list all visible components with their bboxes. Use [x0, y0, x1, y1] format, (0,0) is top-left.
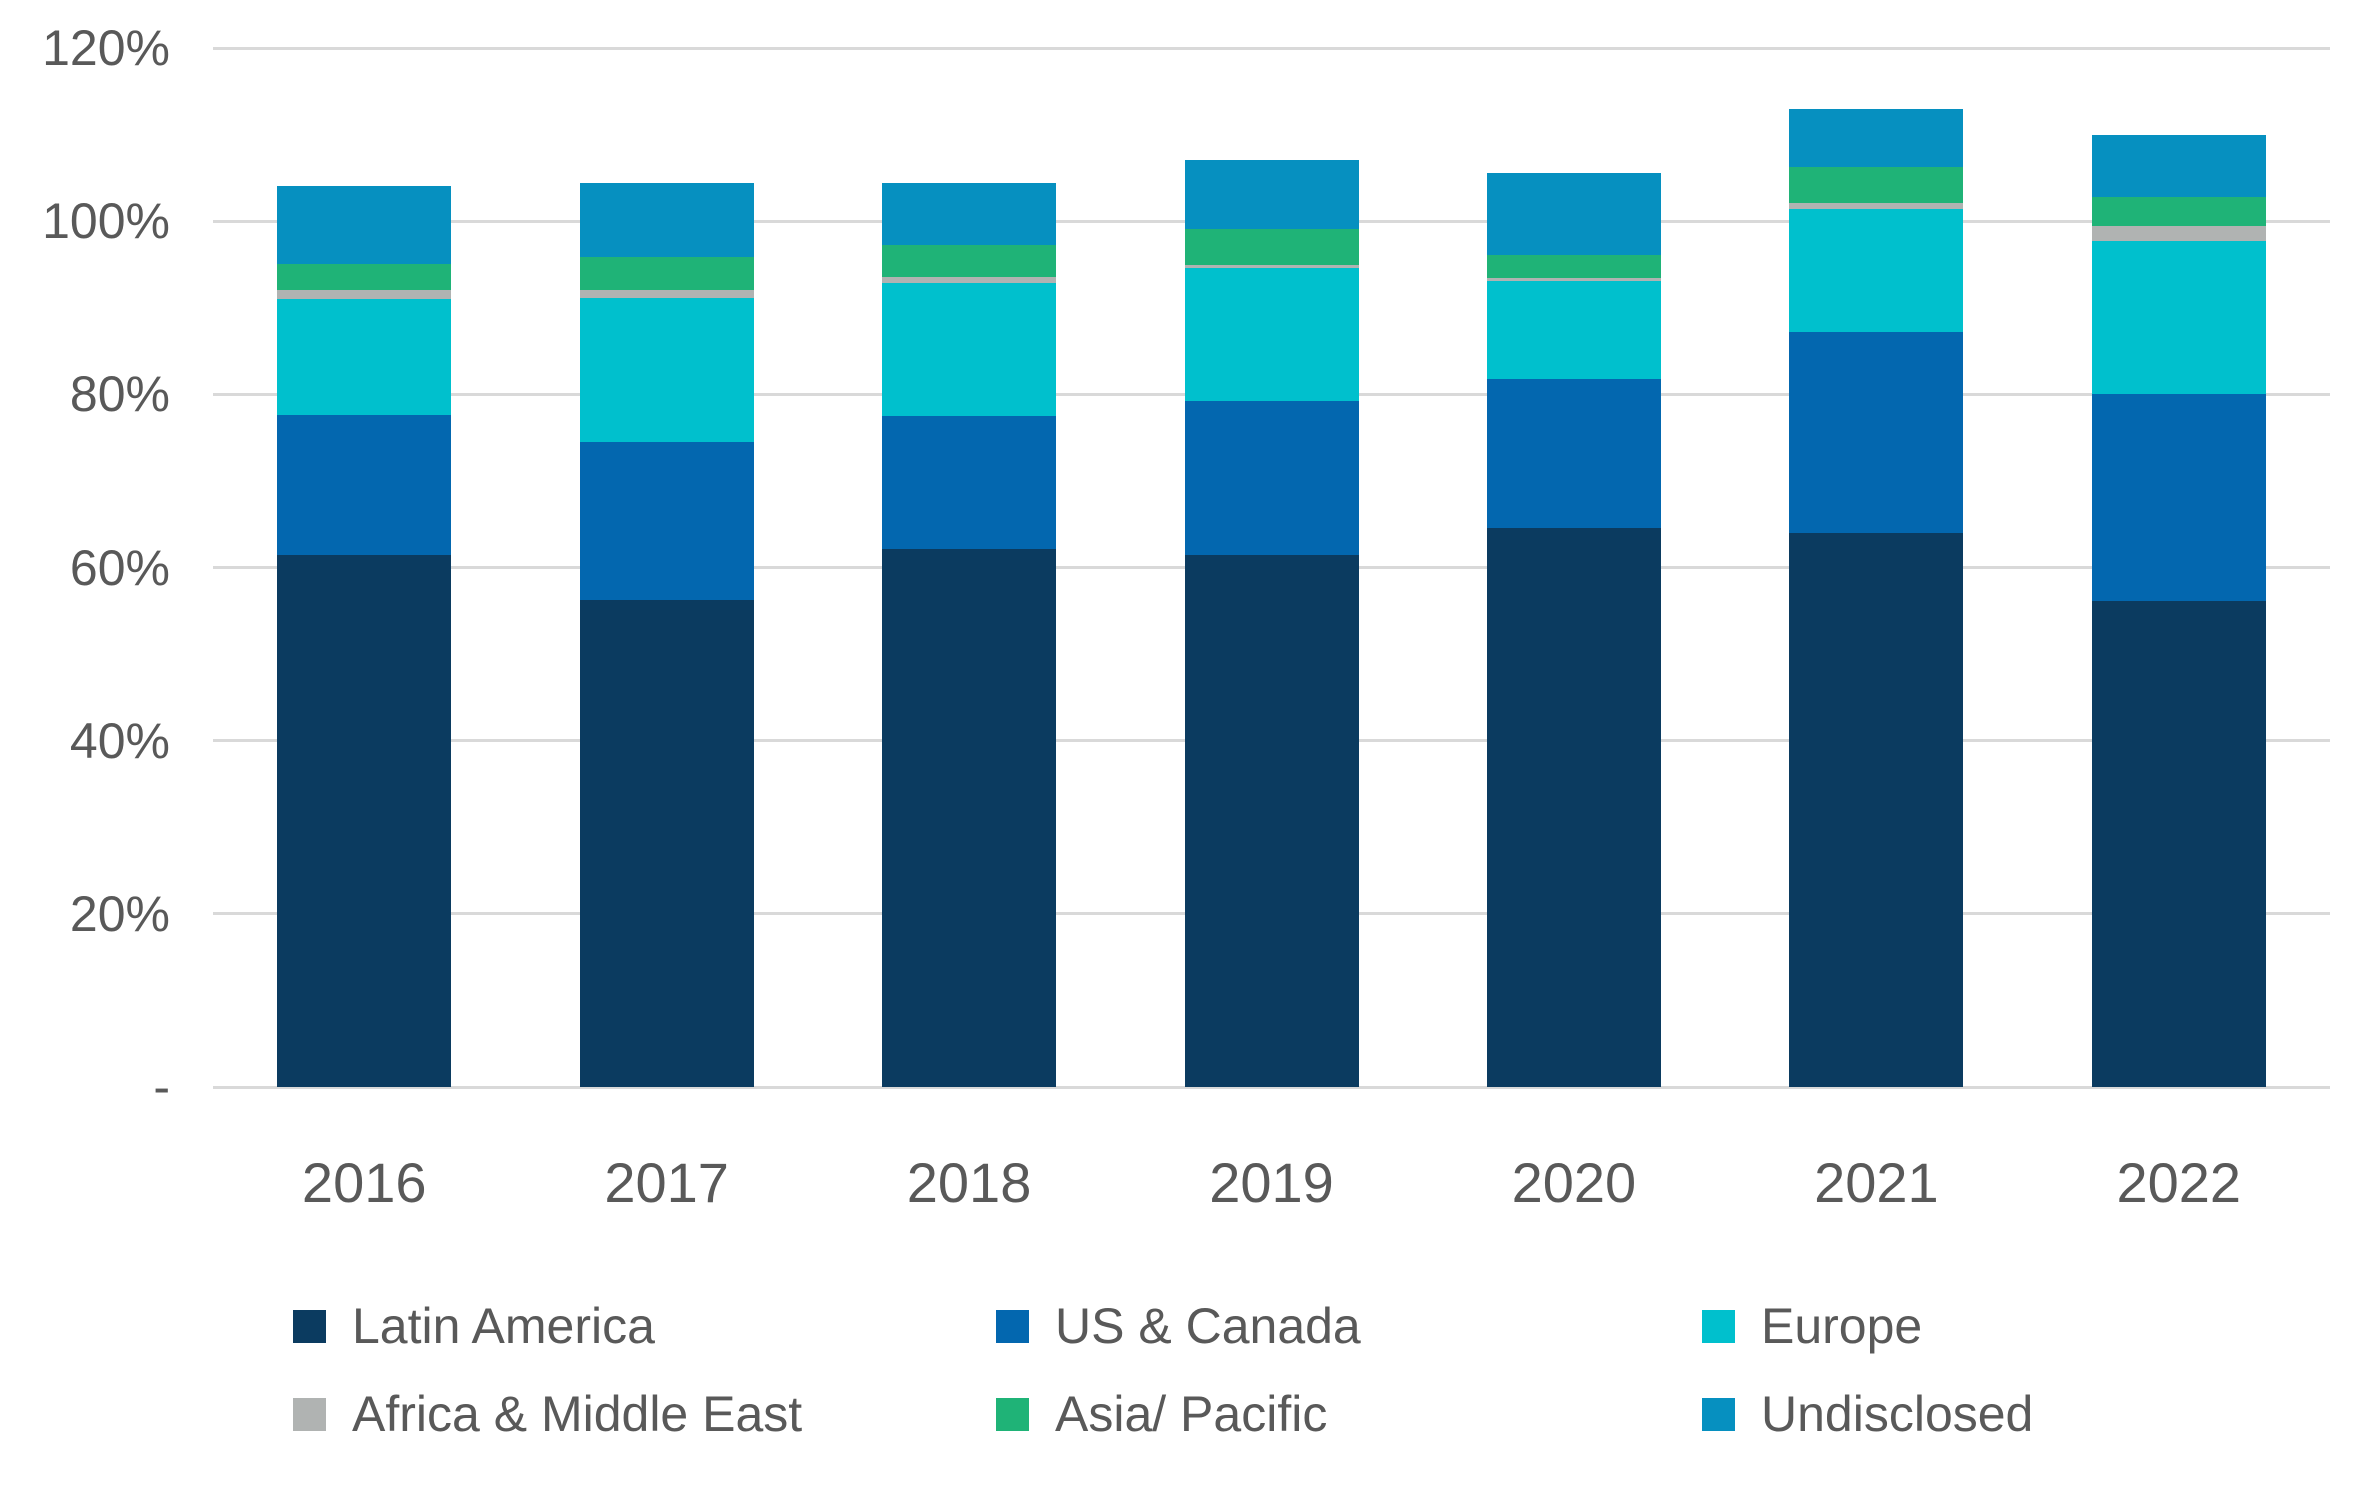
- bar-segment-2022-africa-middle-east: [2091, 226, 2266, 242]
- legend-label-asia-pacific: Asia/ Pacific: [1055, 1386, 1328, 1442]
- bar-segment-2017-asia-pacific: [579, 256, 754, 290]
- legend-item-us-canada: US & Canada: [996, 1298, 1702, 1354]
- legend-swatch-africa-middle-east: [293, 1397, 326, 1431]
- bar-segment-2020-asia-pacific: [1486, 254, 1661, 279]
- bar-segment-2021-undisclosed: [1789, 109, 1964, 167]
- legend-swatch-us-canada: [996, 1309, 1029, 1343]
- bar-segment-2018-africa-middle-east: [882, 277, 1057, 283]
- bar-segment-2022-latin-america: [2091, 601, 2266, 1087]
- legend-swatch-latin-america: [293, 1309, 326, 1343]
- bar-segment-2018-asia-pacific: [882, 244, 1057, 278]
- x-label-2016: 2016: [301, 1151, 427, 1214]
- x-label-2017: 2017: [604, 1151, 729, 1214]
- bar-segment-2019-latin-america: [1184, 554, 1359, 1087]
- y-tick-label-80: 80%: [69, 366, 170, 423]
- bar-segment-2018-us-canada: [882, 415, 1057, 550]
- bar-segment-2020-undisclosed: [1486, 172, 1661, 255]
- bar-segment-2020-latin-america: [1486, 527, 1661, 1087]
- bar-segment-2016-europe: [277, 299, 452, 416]
- bar-segment-2019-undisclosed: [1184, 159, 1359, 229]
- legend-item-latin-america: Latin America: [293, 1298, 996, 1354]
- legend-swatch-undisclosed: [1702, 1397, 1735, 1431]
- x-label-2020: 2020: [1511, 1151, 1637, 1214]
- y-tick-label-60: 60%: [69, 539, 170, 596]
- bar-segment-2019-asia-pacific: [1184, 228, 1359, 266]
- bar-segment-2016-latin-america: [277, 554, 452, 1087]
- bar-segment-2017-undisclosed: [579, 183, 754, 257]
- legend-label-africa-middle-east: Africa & Middle East: [352, 1386, 803, 1442]
- bar-segment-2019-europe: [1184, 267, 1359, 402]
- bar-segment-2021-asia-pacific: [1789, 166, 1964, 203]
- bar-segment-2022-asia-pacific: [2091, 196, 2266, 227]
- bar-segment-2016-asia-pacific: [277, 264, 452, 291]
- legend-label-us-canada: US & Canada: [1055, 1298, 1361, 1354]
- legend-label-europe: Europe: [1761, 1298, 1923, 1354]
- bar-segment-2019-africa-middle-east: [1184, 265, 1359, 268]
- bar-segment-2018-undisclosed: [882, 183, 1057, 245]
- legend-swatch-europe: [1702, 1309, 1735, 1343]
- bar-segment-2021-latin-america: [1789, 532, 1964, 1087]
- legend-item-asia-pacific: Asia/ Pacific: [996, 1386, 1702, 1442]
- bar-segment-2022-us-canada: [2091, 394, 2266, 602]
- bar-segment-2019-us-canada: [1184, 401, 1359, 555]
- bar-segment-2022-undisclosed: [2091, 135, 2266, 197]
- y-tick-label-20: 20%: [69, 885, 170, 942]
- x-label-2018: 2018: [906, 1151, 1032, 1214]
- bar-segment-2017-latin-america: [579, 600, 754, 1087]
- bar-segment-2018-europe: [882, 282, 1057, 416]
- bar-segment-2021-us-canada: [1789, 331, 1964, 533]
- bar-segment-2016-us-canada: [277, 415, 452, 555]
- legend-item-undisclosed: Undisclosed: [1702, 1386, 2034, 1442]
- bar-segment-2020-us-canada: [1486, 378, 1661, 528]
- y-tick-label-: -: [153, 1059, 170, 1115]
- bar-segment-2017-europe: [579, 298, 754, 442]
- legend-label-latin-america: Latin America: [352, 1298, 655, 1354]
- bar-segment-2021-africa-middle-east: [1789, 202, 1964, 210]
- x-label-2019: 2019: [1209, 1151, 1334, 1214]
- x-label-2021: 2021: [1814, 1151, 1939, 1214]
- gridline-: [213, 1085, 2330, 1089]
- bar-segment-2018-latin-america: [882, 549, 1057, 1087]
- y-tick-label-120: 120%: [42, 20, 170, 76]
- y-tick-label-40: 40%: [69, 712, 170, 769]
- legend-item-africa-middle-east: Africa & Middle East: [293, 1386, 996, 1442]
- legend-label-undisclosed: Undisclosed: [1761, 1386, 2034, 1442]
- bar-segment-2020-africa-middle-east: [1486, 278, 1661, 281]
- y-tick-label-100: 100%: [42, 193, 170, 250]
- bar-segment-2020-europe: [1486, 280, 1661, 379]
- bar-segment-2022-europe: [2091, 241, 2266, 395]
- gridline-120: [213, 46, 2330, 50]
- bar-segment-2021-europe: [1789, 209, 1964, 332]
- legend-swatch-asia-pacific: [996, 1397, 1029, 1431]
- bar-segment-2017-us-canada: [579, 441, 754, 601]
- bar-segment-2017-africa-middle-east: [579, 289, 754, 299]
- bar-segment-2016-africa-middle-east: [277, 290, 452, 300]
- x-label-2022: 2022: [2116, 1151, 2242, 1214]
- legend-item-europe: Europe: [1702, 1298, 2033, 1354]
- bar-segment-2016-undisclosed: [277, 185, 452, 265]
- legend: Latin America US & Canada Europe Africa & M…: [293, 1298, 2034, 1442]
